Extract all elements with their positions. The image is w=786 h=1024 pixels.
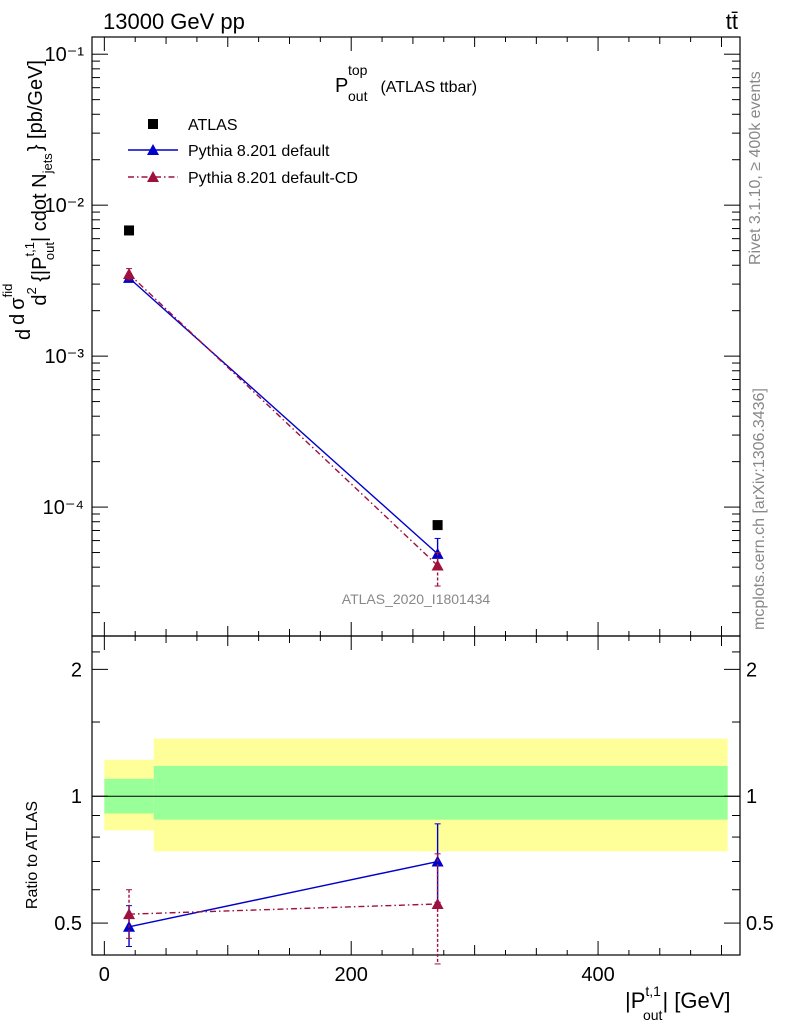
upper-frame: 10⁻¹ 10⁻² 10⁻³ 10⁻⁴ [43, 36, 741, 637]
ratio-y-tick-label-right: 0.5 [746, 913, 774, 935]
upper-y-tick-label: 10⁻⁴ [43, 497, 84, 519]
upper-series [123, 225, 444, 587]
x-axis-label: |Pt,1 out| [GeV] [625, 983, 731, 1023]
upper-y-tick-label: 10⁻² [45, 195, 85, 217]
legend-marker-triangle [147, 171, 159, 182]
upper-y-axis-label-text: ddσfidd2 {|Pt,1 out| cdot Njets} [pb/GeV] [0, 60, 57, 340]
upper-y-tick-label: 10⁻³ [45, 346, 85, 368]
ratio-y-axis-label: Ratio to ATLAS [24, 801, 41, 909]
ratio-frame: 0 200 400 2 2 1 1 0.5 0.5 [54, 635, 774, 986]
ratio-band-inner-1 [153, 765, 728, 820]
rivet-label: Rivet 3.1.10, ≥ 400k events [747, 71, 764, 265]
legend-label: ATLAS [188, 117, 238, 134]
plot-title-sub: out [348, 88, 368, 104]
ratio-series-line [128, 860, 438, 928]
upper-y-tick-label: 10⁻¹ [45, 44, 85, 66]
legend-label: Pythia 8.201 default [188, 143, 330, 160]
mcplots-label: mcplots.cern.ch [arXiv:1306.3436] [751, 388, 768, 630]
ratio-y-tick-label: 0.5 [54, 913, 82, 935]
ratio-y-tick-label: 2 [71, 659, 82, 681]
ratio-point-triangle [123, 908, 136, 920]
x-tick-label: 0 [99, 964, 110, 986]
ratio-y-tick-label: 1 [71, 786, 82, 808]
ratio-y-tick-label-right: 1 [746, 786, 757, 808]
x-tick-label: 400 [581, 964, 614, 986]
upper-series-line [128, 277, 439, 555]
ratio-series-1 [123, 853, 444, 965]
ratio-point-triangle [431, 897, 444, 909]
upper-point-triangle [431, 559, 444, 571]
legend: ATLAS Pythia 8.201 default Pythia 8.201 de… [128, 117, 358, 187]
analysis-id: ATLAS_2020_I1801434 [342, 591, 491, 607]
ratio-y-tick-label-right: 2 [746, 659, 757, 681]
upper-point-triangle [123, 267, 136, 279]
plot-title: Ptop out (ATLAS ttbar) [335, 62, 477, 104]
legend-label: Pythia 8.201 default-CD [188, 170, 358, 187]
process-label: tt̄ [726, 9, 738, 34]
ratio-uncertainty-bands [104, 738, 728, 852]
upper-series-line [128, 273, 439, 567]
plot-title-suffix: (ATLAS ttbar) [376, 79, 477, 96]
upper-series-0 [124, 225, 443, 531]
x-tick-label: 200 [335, 964, 368, 986]
upper-point-square [124, 225, 135, 236]
upper-point-square [432, 520, 443, 531]
ratio-series-line [129, 903, 438, 915]
legend-marker-triangle [147, 144, 159, 155]
upper-y-axis-label: ddσfidd2 {|Pt,1 out| cdot Njets} [pb/GeV] [0, 60, 57, 340]
plot-title-base: P [335, 75, 348, 97]
legend-marker-atlas [148, 119, 158, 129]
plot-title-sup: top [348, 62, 368, 78]
energy-label: 13000 GeV pp [103, 9, 245, 34]
upper-series-2 [123, 267, 444, 587]
ratio-series [123, 823, 444, 965]
ratio-plot-frame [91, 635, 741, 956]
